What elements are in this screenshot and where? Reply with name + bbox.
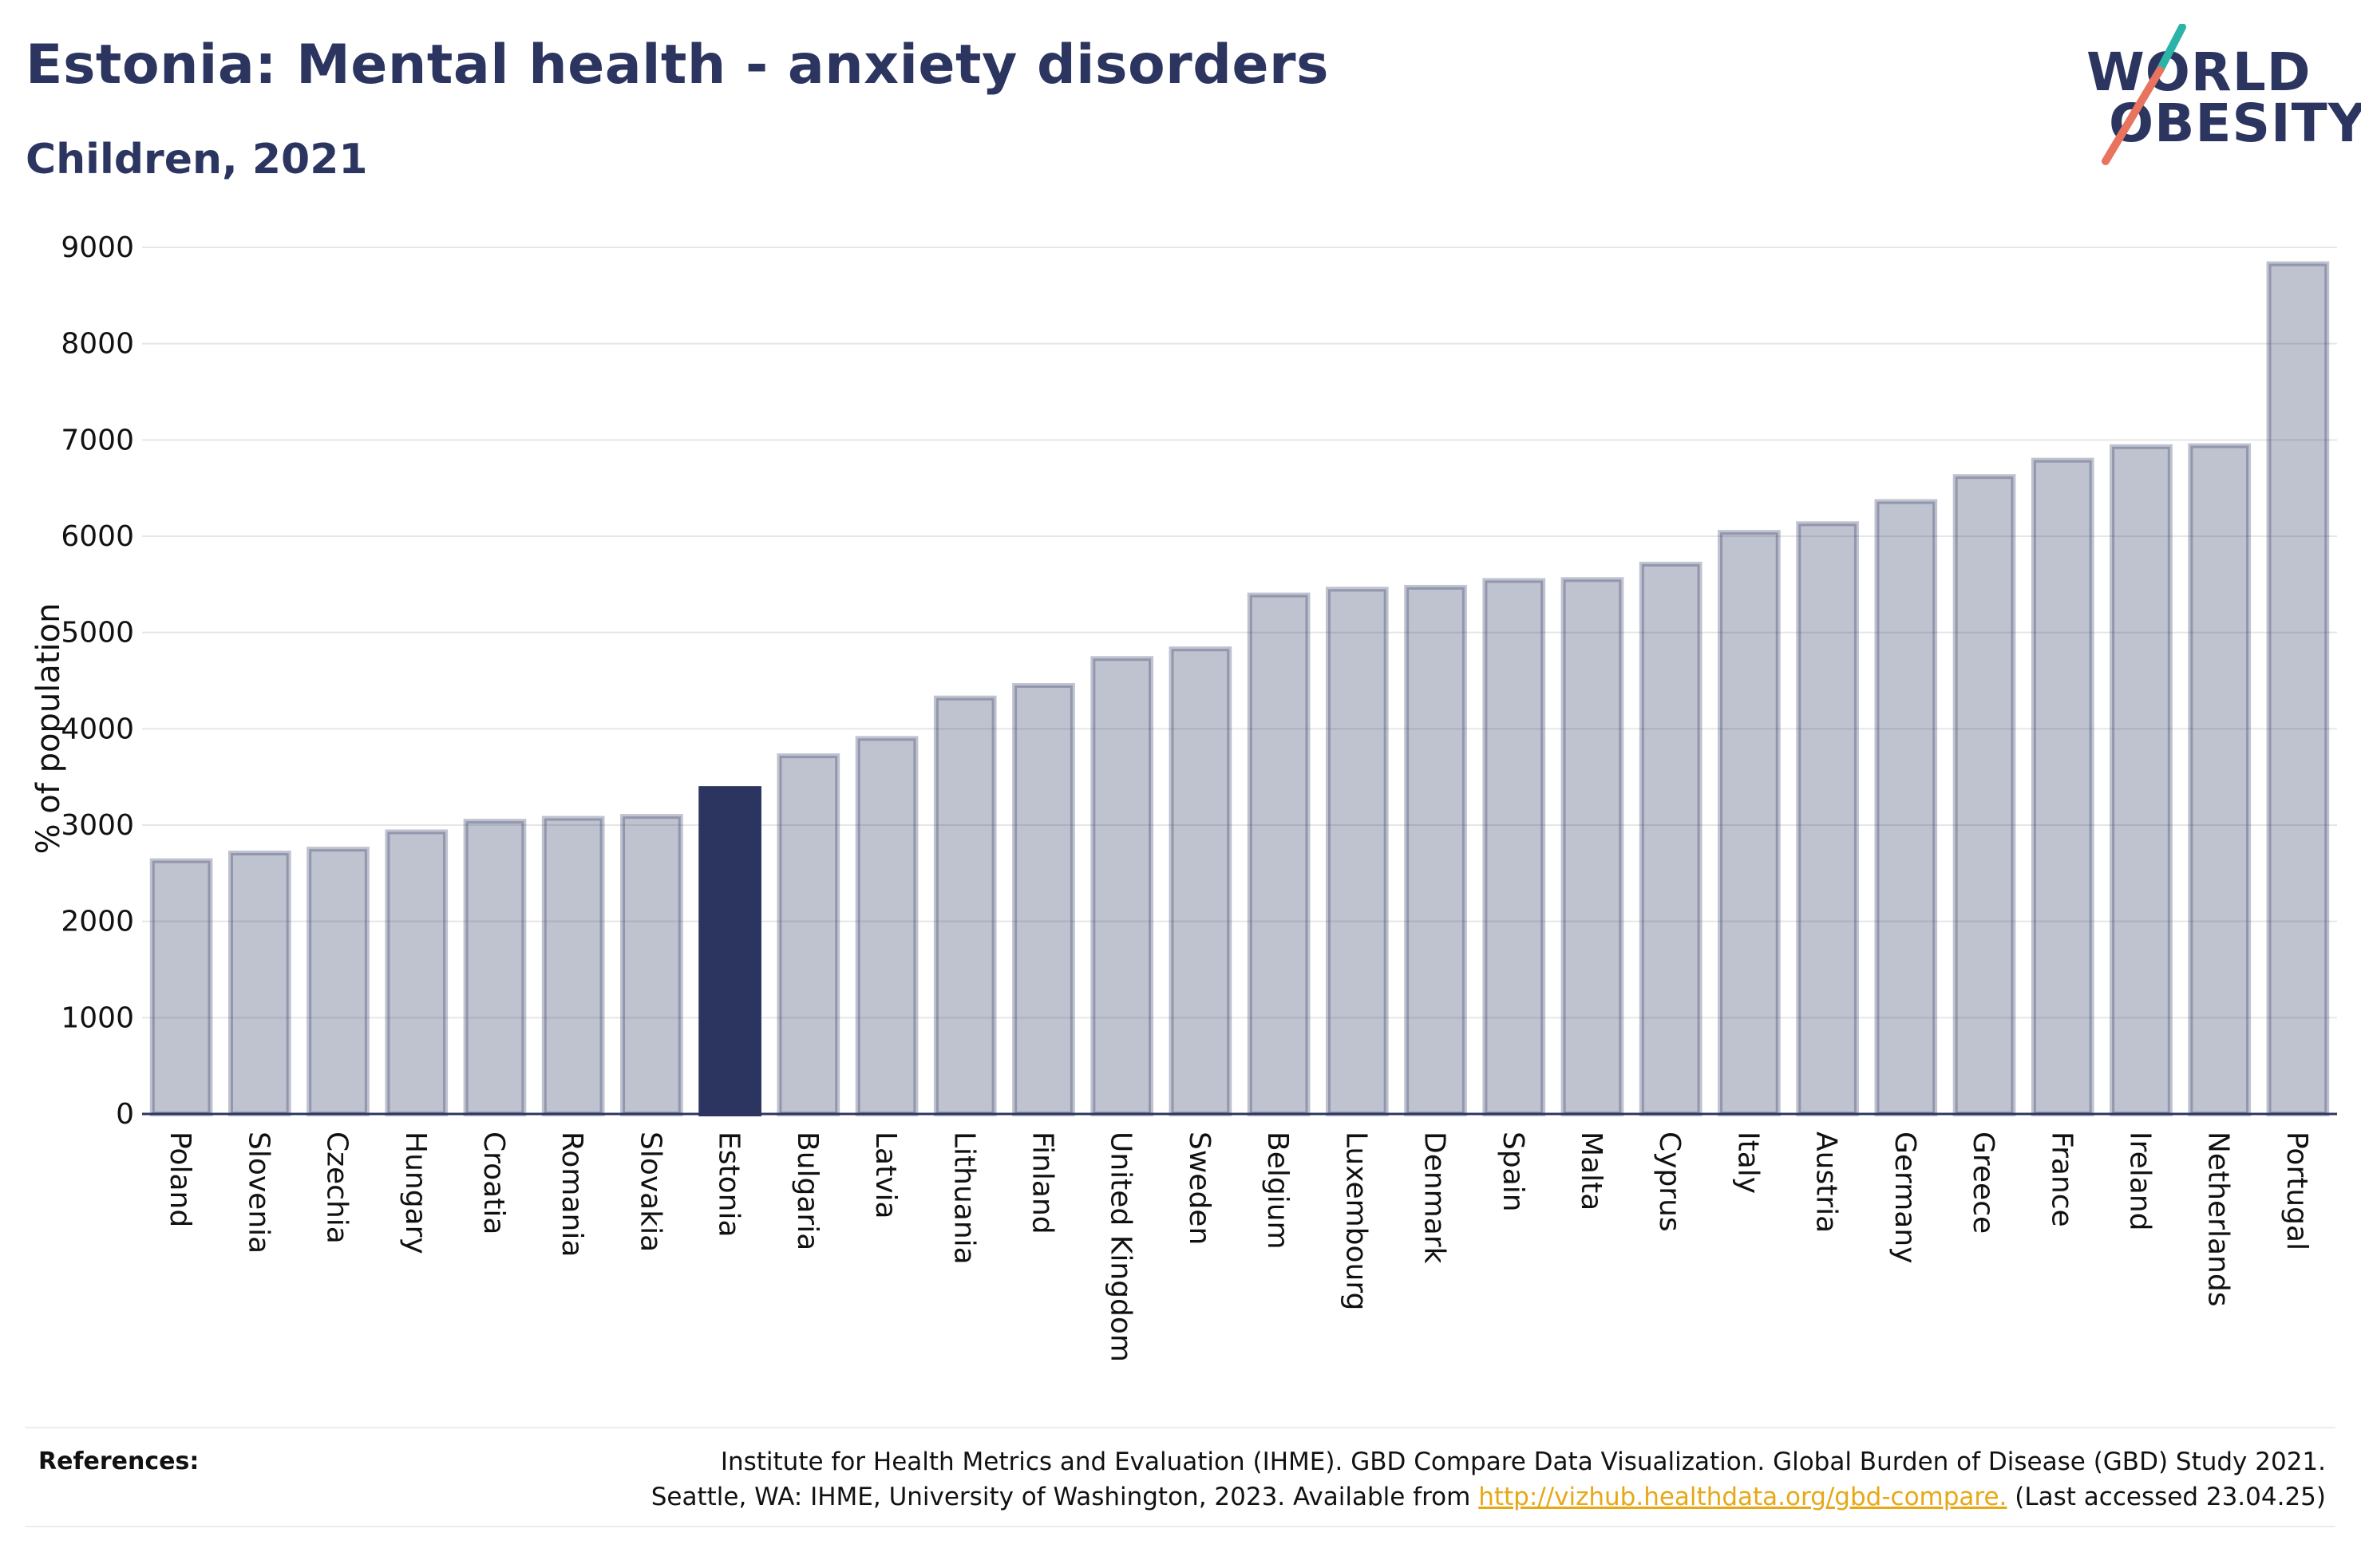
y-tick-label: 8000 — [61, 328, 134, 361]
bar-hungary — [385, 829, 449, 1116]
x-tick-label: Austria — [1810, 1132, 1843, 1233]
x-tick-label: Slovenia — [242, 1132, 275, 1254]
x-tick-label: Greece — [1967, 1132, 1999, 1234]
references-label: References: — [38, 1448, 200, 1475]
bar-estonia — [698, 786, 761, 1116]
bar-croatia — [463, 819, 527, 1116]
bar-ireland — [2110, 444, 2173, 1116]
x-tick-label: Italy — [1731, 1132, 1764, 1194]
x-tick-label: Finland — [1026, 1132, 1058, 1234]
x-tick-label: Netherlands — [2202, 1132, 2235, 1306]
bar-finland — [1012, 683, 1075, 1116]
x-tick-label: Hungary — [399, 1132, 432, 1254]
bar-germany — [1874, 499, 1938, 1116]
x-tick-label: Estonia — [713, 1132, 745, 1238]
footer-divider-bottom — [26, 1526, 2335, 1527]
bar-belgium — [1247, 592, 1311, 1116]
bar-bulgaria — [777, 753, 840, 1116]
x-tick-label: Slovakia — [634, 1132, 666, 1252]
logo-line-world: WORLD — [2086, 41, 2312, 103]
logo-slash-icon — [2102, 24, 2186, 165]
x-tick-label: France — [2045, 1132, 2078, 1227]
x-tick-label: Cyprus — [1653, 1132, 1686, 1232]
page-title: Estonia: Mental health - anxiety disorde… — [26, 34, 1330, 97]
y-tick-label: 9000 — [61, 231, 134, 264]
x-tick-label: Czechia — [321, 1132, 354, 1244]
footer-divider-top — [26, 1427, 2335, 1428]
bar-luxembourg — [1325, 587, 1389, 1116]
x-tick-label: United Kingdom — [1105, 1132, 1137, 1362]
references-line-1: Institute for Health Metrics and Evaluat… — [720, 1448, 2326, 1476]
y-tick-label: 4000 — [61, 713, 134, 745]
bar-denmark — [1404, 584, 1467, 1116]
references-accessed: (Last accessed 23.04.25) — [2015, 1483, 2326, 1512]
x-tick-label: Latvia — [869, 1132, 902, 1219]
bar-slovenia — [227, 850, 291, 1116]
logo-line-obesity: OBESITY — [2109, 93, 2361, 154]
x-tick-label: Germany — [1888, 1132, 1921, 1263]
y-tick-label: 6000 — [61, 520, 134, 553]
y-tick-label: 0 — [116, 1098, 134, 1131]
bar-lithuania — [933, 695, 997, 1116]
bar-chart: 0 1000 2000 3000 4000 5000 6000 7000 8000 9000 % o… — [30, 231, 2337, 1362]
bar-malta — [1560, 577, 1624, 1116]
x-tick-label: Romania — [556, 1132, 588, 1257]
bar-portugal — [2266, 261, 2330, 1117]
references-line-2: Seattle, WA: IHME, University of Washing… — [410, 1479, 2326, 1515]
x-tick-label: Sweden — [1183, 1132, 1216, 1245]
y-tick-label: 2000 — [61, 906, 134, 938]
x-tick-label: Lithuania — [947, 1132, 980, 1265]
x-tick-label: Malta — [1575, 1132, 1608, 1211]
x-tick-label: Portugal — [2280, 1132, 2313, 1250]
bar-romania — [541, 816, 605, 1116]
x-tick-label: Belgium — [1261, 1132, 1294, 1250]
bar-cyprus — [1639, 561, 1703, 1116]
page-subtitle: Children, 2021 — [26, 136, 368, 184]
y-tick-label: 1000 — [61, 1001, 134, 1034]
bar-sweden — [1169, 646, 1232, 1116]
world-obesity-logo: WORLD OBESITY — [2083, 24, 2361, 168]
y-tick-label: 5000 — [61, 617, 134, 650]
bar-czechia — [306, 847, 370, 1116]
x-tick-label: Spain — [1497, 1132, 1529, 1212]
bar-greece — [1952, 474, 2016, 1116]
x-tick-label: Ireland — [2123, 1132, 2156, 1231]
x-tick-label: Denmark — [1418, 1132, 1451, 1264]
bar-netherlands — [2188, 443, 2252, 1116]
x-tick-label: Luxembourg — [1339, 1132, 1372, 1310]
x-tick-label: Poland — [164, 1132, 196, 1227]
bar-poland — [149, 858, 213, 1116]
y-tick-label: 3000 — [61, 809, 134, 842]
references-link[interactable]: http://vizhub.healthdata.org/gbd-compare… — [1478, 1483, 2007, 1512]
y-tick-label: 7000 — [61, 424, 134, 456]
x-tick-label: Croatia — [477, 1132, 510, 1234]
y-axis-label: % of population — [30, 603, 67, 855]
bar-slovakia — [620, 814, 683, 1116]
bar-latvia — [855, 736, 919, 1117]
references-line-2-text: Seattle, WA: IHME, University of Washing… — [651, 1483, 1471, 1512]
bar-france — [2031, 457, 2094, 1116]
bar-united-kingdom — [1090, 656, 1154, 1116]
x-tick-label: Bulgaria — [791, 1132, 824, 1250]
references-text: Institute for Health Metrics and Evaluat… — [410, 1444, 2326, 1515]
bar-spain — [1482, 578, 1546, 1116]
bar-italy — [1718, 530, 1781, 1116]
bar-austria — [1796, 521, 1859, 1116]
